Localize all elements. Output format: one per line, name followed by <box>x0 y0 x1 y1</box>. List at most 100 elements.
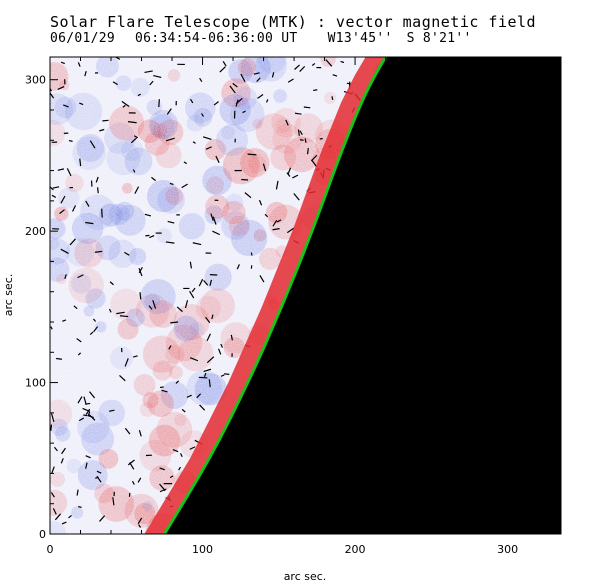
field-vector <box>52 186 60 189</box>
x-tick-label: 0 <box>47 543 54 556</box>
field-vector <box>85 221 94 225</box>
field-vector <box>166 108 172 115</box>
field-vector <box>183 161 187 165</box>
field-vector <box>213 101 219 106</box>
field-vector <box>203 368 212 373</box>
field-vector <box>217 348 222 355</box>
field-vector <box>99 515 106 522</box>
field-vector <box>170 321 179 324</box>
field-vector <box>210 213 214 222</box>
field-vector <box>287 167 292 175</box>
field-vector <box>299 65 306 72</box>
field-vector <box>159 386 164 389</box>
field-vector <box>73 305 78 310</box>
field-vector <box>203 280 209 286</box>
field-vector <box>60 458 64 464</box>
field-vector <box>175 380 180 384</box>
field-vector <box>272 228 280 231</box>
observation-position-ew: W13'45'' <box>327 31 393 46</box>
field-vector <box>94 250 103 253</box>
field-vector <box>50 424 53 431</box>
field-vector <box>311 160 318 167</box>
field-vector <box>169 182 174 186</box>
off-limb-region <box>164 57 561 534</box>
field-vector <box>299 130 303 135</box>
field-vector <box>159 488 167 493</box>
x-axis-label: arc sec. <box>284 570 327 583</box>
field-vector <box>149 80 154 86</box>
field-vector <box>165 137 175 142</box>
field-vector <box>205 316 211 324</box>
field-vector <box>257 93 264 99</box>
x-tick-label: 100 <box>192 543 213 556</box>
field-vector <box>303 106 311 109</box>
field-vector <box>176 306 183 313</box>
field-vector <box>306 148 309 155</box>
field-vector <box>262 163 267 172</box>
field-vector <box>85 462 88 469</box>
field-vector <box>102 119 109 122</box>
field-vector <box>127 459 135 466</box>
field-vector <box>76 489 79 496</box>
field-vector <box>190 98 194 104</box>
field-vector <box>76 338 82 343</box>
field-vector <box>57 168 65 171</box>
field-vector <box>304 138 307 143</box>
field-vector <box>181 183 188 189</box>
field-vector <box>112 81 119 86</box>
field-vector <box>222 60 227 67</box>
field-vector <box>201 113 204 117</box>
field-vector <box>325 59 333 67</box>
field-vector <box>253 72 260 75</box>
field-vector <box>189 290 195 299</box>
field-vector <box>124 427 131 435</box>
field-vector <box>137 477 142 483</box>
field-vector <box>311 62 316 66</box>
field-vector <box>297 129 300 136</box>
field-vector <box>259 275 265 283</box>
field-vector <box>72 205 77 212</box>
field-vector <box>215 155 220 163</box>
field-vector <box>85 408 91 415</box>
field-vector <box>205 146 212 150</box>
field-vector <box>66 168 72 177</box>
field-vector <box>132 169 136 173</box>
field-vector <box>272 219 278 227</box>
field-vector <box>292 174 299 179</box>
limb-red-band <box>144 57 386 534</box>
field-vector <box>240 73 246 82</box>
field-vector <box>60 61 65 65</box>
field-vector <box>286 227 295 234</box>
field-vector <box>138 266 143 274</box>
field-vector <box>199 404 206 411</box>
field-vector <box>93 326 99 333</box>
field-vector <box>53 446 58 452</box>
field-vector <box>256 77 261 83</box>
field-vector <box>340 60 345 64</box>
field-vector <box>50 492 55 498</box>
field-vector <box>63 104 69 108</box>
field-vector <box>220 343 224 348</box>
field-vector <box>116 311 125 315</box>
field-vector <box>69 238 76 246</box>
observation-info: 06/01/29 06:34:54-06:36:00 UT W13'45'' S 8'… <box>50 31 472 46</box>
field-vector <box>206 333 211 342</box>
field-vector <box>241 178 249 181</box>
field-vector <box>212 216 217 225</box>
field-vector <box>229 85 236 94</box>
field-vector <box>208 379 211 388</box>
field-vector <box>133 355 138 358</box>
field-vector <box>161 389 168 393</box>
field-vector <box>189 261 193 269</box>
field-vector <box>178 466 182 471</box>
field-vector <box>108 308 112 313</box>
x-axis: 0 100 200 300 <box>47 57 539 556</box>
field-vector <box>271 72 275 78</box>
field-vector <box>79 158 82 167</box>
field-vector <box>87 411 91 416</box>
field-vector <box>180 453 183 457</box>
field-vector <box>294 64 300 70</box>
field-vector <box>203 372 207 378</box>
field-vector <box>144 213 152 217</box>
